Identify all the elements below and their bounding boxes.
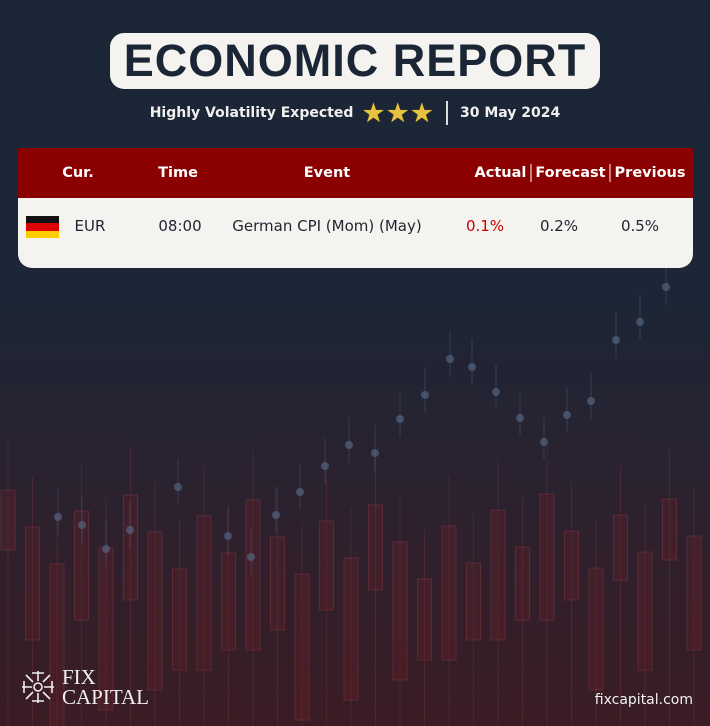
candle-body <box>294 573 310 721</box>
currency: EUR <box>74 217 106 235</box>
page-title: ECONOMIC REPORT <box>123 35 587 86</box>
candle-body <box>662 498 677 561</box>
col-time: Time <box>158 165 198 181</box>
fix-capital-logo: FIX CAPITAL <box>20 665 149 709</box>
candle-body <box>147 531 163 691</box>
trend-dot <box>468 363 476 371</box>
trend-dot <box>371 449 379 457</box>
table-header: Cur. Time Event Actual Forecast Previous <box>18 148 693 198</box>
candle-body <box>25 526 40 641</box>
trend-dot <box>612 336 620 344</box>
candle-body <box>123 494 138 601</box>
event-name: German CPI (Mom) (May) <box>232 217 422 235</box>
trend-dot <box>224 532 232 540</box>
website-link[interactable]: fixcapital.com <box>594 692 693 708</box>
trend-dot <box>272 511 280 519</box>
trend-dot <box>102 545 110 553</box>
trend-dot <box>516 414 524 422</box>
candle-body <box>196 515 212 671</box>
candle-body <box>392 541 408 681</box>
candle-body <box>466 562 481 641</box>
candle-body <box>539 493 555 621</box>
candle-body <box>441 525 457 661</box>
col-previous: Previous <box>614 165 686 181</box>
candle-body <box>368 504 383 591</box>
star-icon: ★ <box>409 97 434 129</box>
trend-dot <box>636 318 644 326</box>
trend-dot <box>662 283 670 291</box>
trend-dot <box>446 355 454 363</box>
subtitle-row: Highly Volatility Expected ★★★ 30 May 20… <box>0 98 710 128</box>
col-actual: Actual <box>474 165 527 181</box>
candle-body <box>686 535 702 651</box>
col-event: Event <box>303 165 351 181</box>
candle-body <box>49 563 65 726</box>
trend-dot <box>174 483 182 491</box>
trend-dot <box>78 521 86 529</box>
candle-body <box>343 557 359 701</box>
report-date: 30 May 2024 <box>460 105 561 121</box>
trend-dot <box>54 513 62 521</box>
star-icon: ★ <box>361 97 386 129</box>
candle-body <box>613 514 628 581</box>
star-icon: ★ <box>385 97 410 129</box>
candle-body <box>417 578 432 661</box>
col-forecast: Forecast <box>535 165 606 181</box>
rating-stars: ★★★ <box>361 100 434 127</box>
brand-line2: CAPITAL <box>62 685 149 709</box>
germany-flag-icon <box>26 216 59 238</box>
volatility-label: Highly Volatility Expected <box>149 105 354 121</box>
trend-dot <box>296 488 304 496</box>
brand-line1: FIX <box>62 665 96 689</box>
trend-dot <box>126 526 134 534</box>
candle-body <box>0 489 16 551</box>
trend-dot <box>587 397 595 405</box>
candle-body <box>172 568 187 671</box>
time: 08:00 <box>158 217 202 235</box>
candle-body <box>74 510 89 621</box>
table-row: EUR 08:00 German CPI (Mom) (May) 0.1% 0.… <box>18 198 693 254</box>
candle-body <box>245 499 261 651</box>
candle-body <box>270 536 285 631</box>
candle-body <box>515 546 530 621</box>
economic-calendar-table: Cur. Time Event Actual Forecast Previous… <box>18 148 693 268</box>
trend-dot <box>563 411 571 419</box>
candle-body <box>319 520 334 611</box>
candle-body <box>588 567 604 691</box>
trend-dot <box>396 415 404 423</box>
trend-dot <box>247 553 255 561</box>
trend-dot <box>345 441 353 449</box>
previous-value: 0.5% <box>620 217 660 235</box>
candle-body <box>490 509 506 641</box>
trend-dot <box>421 391 429 399</box>
logo-emblem-icon <box>22 671 54 703</box>
candle-body <box>221 552 236 651</box>
candle-body <box>637 551 653 671</box>
trend-dot <box>321 462 329 470</box>
trend-dot <box>540 438 548 446</box>
actual-value: 0.1% <box>465 217 505 235</box>
candle-body <box>564 530 579 601</box>
trend-dot <box>492 388 500 396</box>
forecast-value: 0.2% <box>539 217 579 235</box>
title-banner: ECONOMIC REPORT <box>110 33 600 89</box>
divider <box>446 101 448 125</box>
col-currency: Cur. <box>62 165 94 181</box>
